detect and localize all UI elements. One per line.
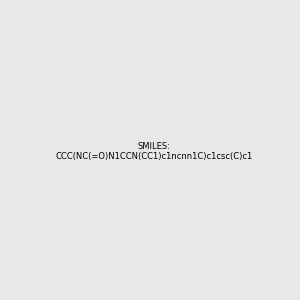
Text: SMILES:
CCC(NC(=O)N1CCN(CC1)c1ncnn1C)c1csc(C)c1: SMILES: CCC(NC(=O)N1CCN(CC1)c1ncnn1C)c1c… bbox=[55, 142, 252, 161]
